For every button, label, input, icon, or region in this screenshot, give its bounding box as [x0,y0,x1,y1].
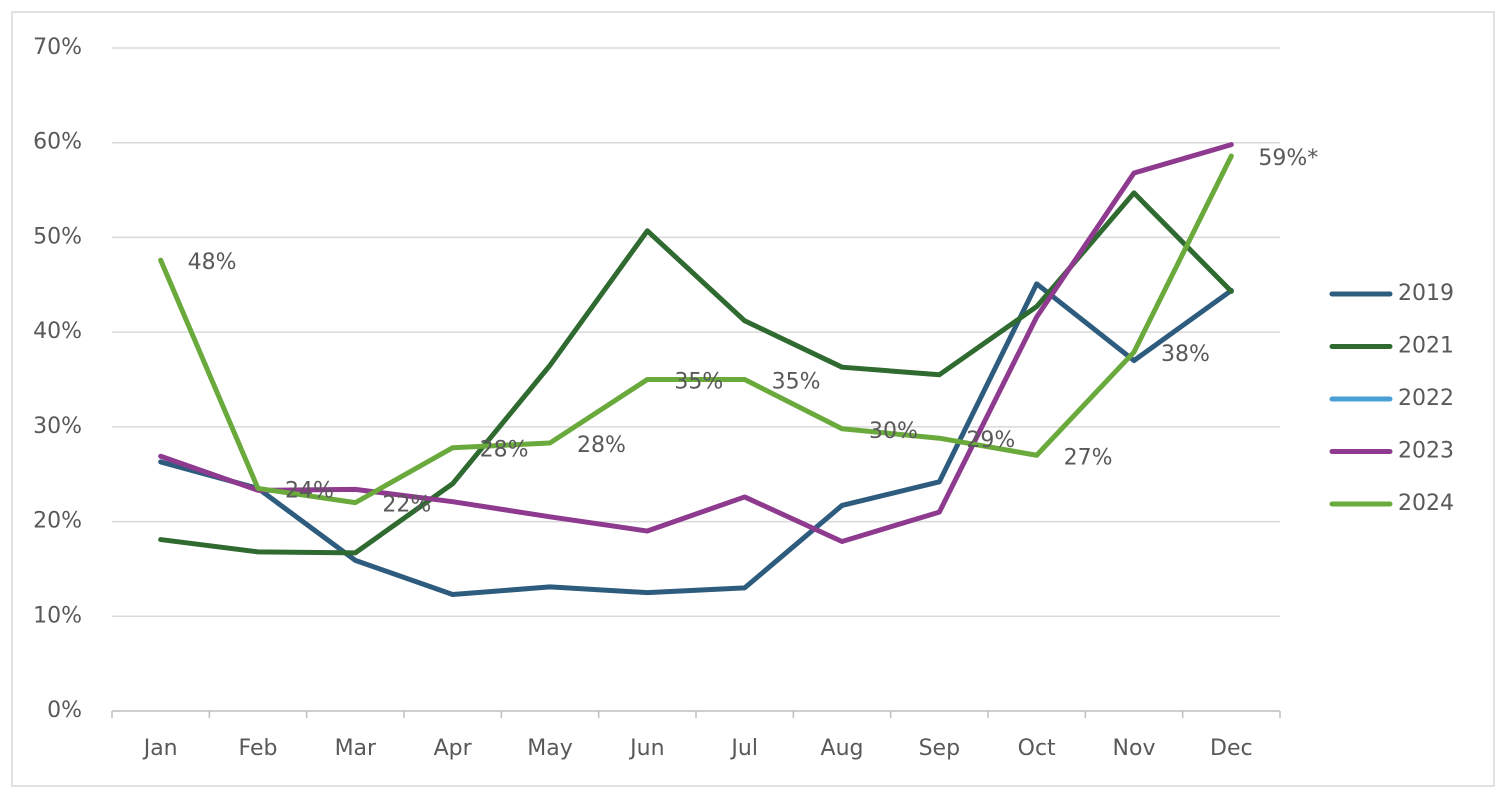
data-label: 35% [772,370,821,395]
legend-label: 2024 [1398,491,1454,516]
y-tick-label: 40% [33,319,82,344]
y-tick-label: 50% [33,224,82,249]
data-label: 38% [1161,342,1210,367]
series-line [158,190,1234,556]
x-tick-label: Apr [434,736,473,761]
data-label: 28% [577,433,626,458]
legend-label: 2023 [1398,439,1454,464]
y-tick-label: 30% [33,414,82,439]
legend-label: 2019 [1398,281,1454,306]
y-tick-label: 20% [33,509,82,534]
data-label: 27% [1064,445,1113,470]
legend-label: 2021 [1398,334,1454,359]
legend-label: 2022 [1398,386,1454,411]
x-tick-label: Sep [919,736,960,761]
chart-border [11,11,1495,787]
data-label: 29% [966,428,1015,453]
y-tick-label: 70% [33,35,82,60]
data-label: 59%* [1258,146,1318,171]
series-line [158,153,1234,506]
data-label: 35% [674,370,723,395]
x-tick-label: Jun [628,736,664,761]
data-label: 28% [480,438,529,463]
x-tick-label: Dec [1210,736,1253,761]
x-tick-label: Mar [335,736,377,761]
x-tick-label: Jan [142,736,178,761]
data-label: 30% [869,419,918,444]
y-tick-label: 10% [33,603,82,628]
data-label: 24% [285,478,334,503]
x-tick-label: Oct [1018,736,1056,761]
x-tick-label: May [527,736,572,761]
x-tick-label: Nov [1113,736,1156,761]
data-label: 22% [382,493,431,518]
y-tick-label: 60% [33,130,82,155]
data-label: 48% [188,250,237,275]
x-tick-label: Aug [821,736,864,761]
series-line [158,142,1234,544]
x-tick-label: Feb [239,736,278,761]
x-tick-label: Jul [729,736,758,761]
y-tick-label: 0% [47,698,82,723]
